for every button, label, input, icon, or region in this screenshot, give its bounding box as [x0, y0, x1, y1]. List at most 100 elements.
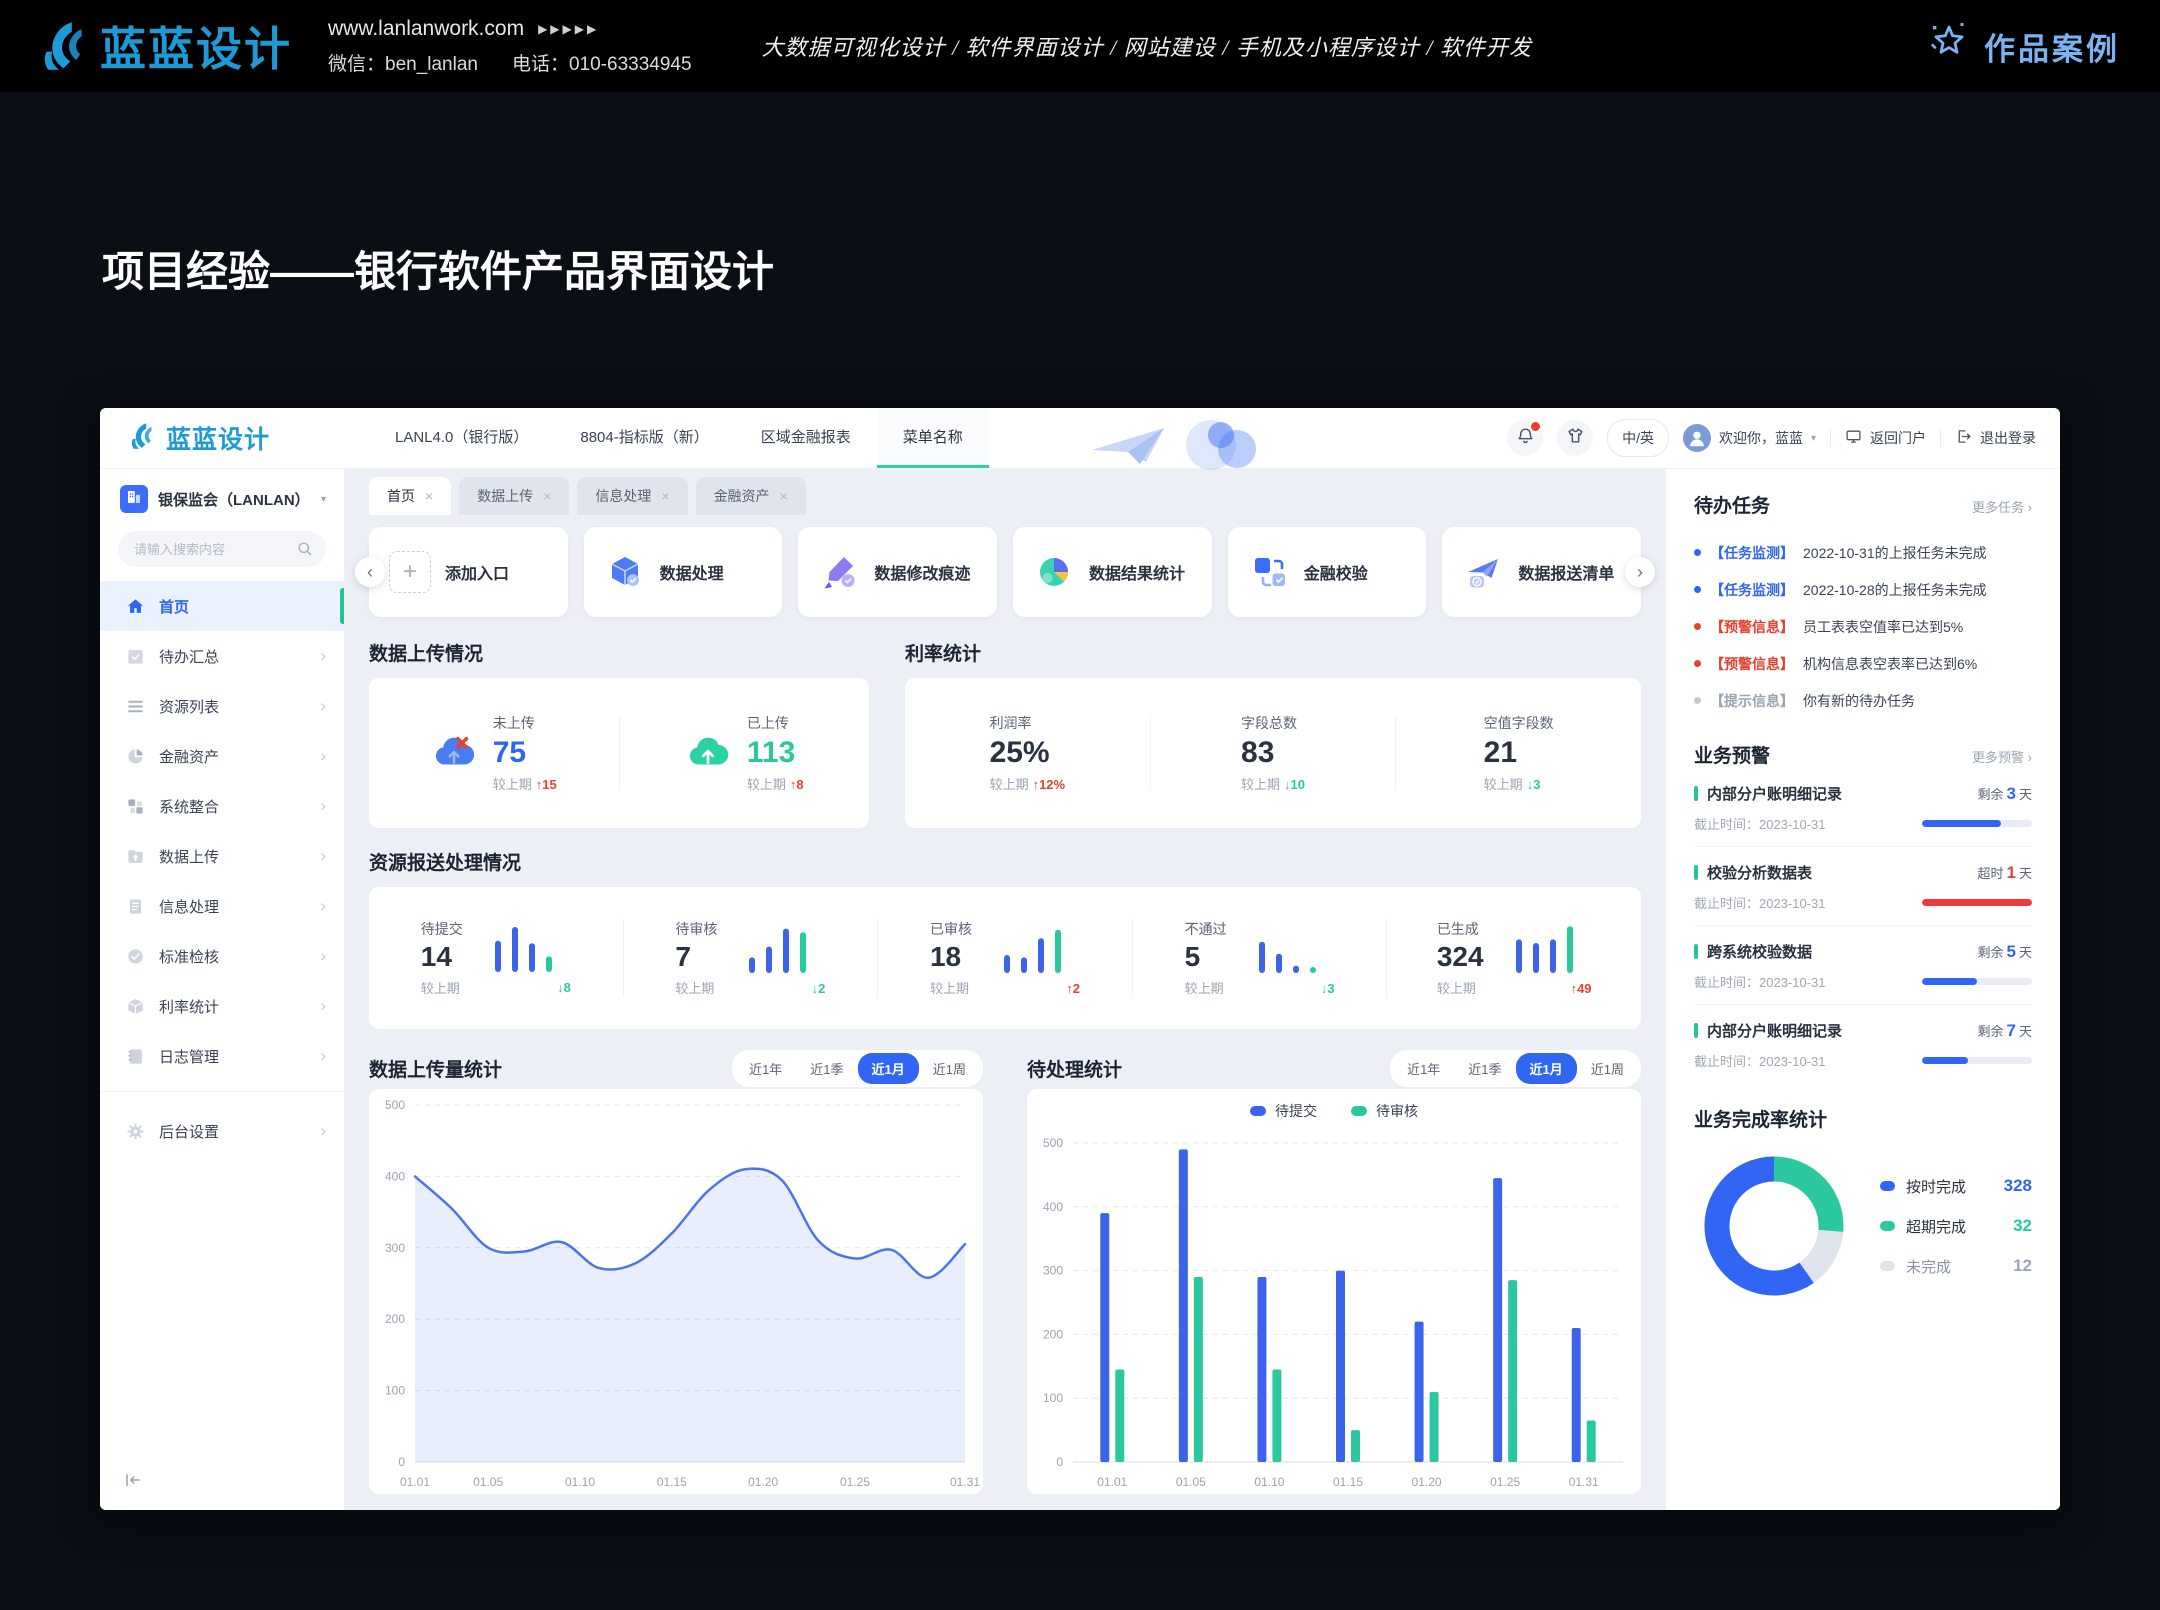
sidebar-item-8[interactable]: 利率统计 ›: [100, 981, 344, 1031]
upload-stat-0: 未上传 75 较上期 ↑15: [369, 713, 619, 793]
chevron-right-icon: ›: [320, 746, 326, 765]
svg-text:0: 0: [1056, 1455, 1063, 1469]
filter-pill-0[interactable]: 近1年: [1407, 1061, 1441, 1077]
todo-tag: 【预警信息】: [1710, 655, 1794, 672]
stat-label: 字段总数: [1241, 715, 1298, 731]
todo-item-1[interactable]: 【任务监测】 2022-10-28的上报任务未完成: [1694, 571, 2032, 608]
svg-text:500: 500: [385, 1098, 405, 1112]
filter-pill-2[interactable]: 近1月: [1515, 1052, 1577, 1084]
sidebar-item-5[interactable]: 数据上传 ›: [100, 831, 344, 881]
sidebar-item-label: 待办汇总: [159, 648, 220, 666]
todo-title: 待办任务: [1694, 496, 1771, 517]
svg-text:100: 100: [1043, 1391, 1063, 1405]
sidebar-search-input[interactable]: [118, 531, 326, 567]
svg-text:01.31: 01.31: [1569, 1475, 1599, 1489]
sidebar-item-0[interactable]: 首页: [100, 581, 344, 631]
topnav-item-3[interactable]: 菜单名称: [876, 408, 989, 468]
bar-chart-filters: 近1年 近1季 近1月 近1周: [1390, 1049, 1641, 1087]
sidebar-item-9[interactable]: 日志管理 ›: [100, 1031, 344, 1081]
svg-text:01.05: 01.05: [1176, 1475, 1206, 1489]
tab-0[interactable]: 首页 ×: [369, 477, 452, 515]
todo-item-3[interactable]: 【预警信息】 机构信息表空表率已达到6%: [1694, 645, 2032, 682]
todo-item-0[interactable]: 【任务监测】 2022-10-31的上报任务未完成: [1694, 534, 2032, 571]
more-tasks-link[interactable]: 更多任务 ›: [1972, 500, 2032, 515]
sidebar-item-3[interactable]: 金融资产 ›: [100, 731, 344, 781]
tab-2[interactable]: 信息处理 ×: [577, 477, 688, 515]
plus-icon: +: [389, 551, 431, 593]
filter-pill-1[interactable]: 近1季: [1468, 1061, 1502, 1077]
warning-days: 1: [2006, 862, 2016, 882]
line-chart-title: 数据上传量统计: [369, 1059, 503, 1081]
shirt-icon: [1566, 426, 1585, 450]
warning-item-0: 内部分户账明细记录 剩余 3 天截止时间：2023-10-31: [1694, 768, 2032, 847]
sidebar-item-4[interactable]: 系统整合 ›: [100, 781, 344, 831]
more-warnings-link[interactable]: 更多预警 ›: [1972, 750, 2032, 765]
piechart-icon: [1033, 551, 1075, 593]
return-portal-button[interactable]: 返回门户: [1845, 428, 1926, 448]
completion-legend-item-0: 按时完成 328: [1880, 1176, 2032, 1197]
todo-icon: [126, 647, 145, 666]
todo-tag: 【任务监测】: [1710, 581, 1794, 598]
tab-close-icon[interactable]: ×: [661, 488, 670, 504]
topnav-item-2[interactable]: 区域金融报表: [760, 429, 851, 446]
trend-label: 较上期: [420, 980, 460, 996]
chevron-right-icon: ›: [320, 846, 326, 865]
rate-stat-2: 空值字段数 21 较上期 ↓3: [1395, 715, 1641, 792]
sidebar-item-2[interactable]: 资源列表 ›: [100, 681, 344, 731]
quick-action-label: 添加入口: [445, 566, 510, 583]
quick-action-2[interactable]: 数据修改痕迹: [798, 527, 998, 617]
tab-label: 数据上传: [477, 488, 534, 504]
paper-plane-illustration: [1090, 424, 1168, 464]
warnings-title: 业务预警: [1694, 746, 1771, 767]
sidebar-item-7[interactable]: 标准检核 ›: [100, 931, 344, 981]
site-contact-block: www.lanlanwork.com ▶▶▶▶▶ 微信：ben_lanlan 电…: [328, 17, 692, 76]
legend-value: 32: [2013, 1216, 2032, 1235]
cloud-up-icon: [685, 730, 731, 776]
warning-days: 7: [2006, 1020, 2016, 1040]
scroll-left-button[interactable]: ‹: [355, 557, 385, 587]
sidebar-collapse-button[interactable]: [100, 1471, 344, 1510]
topnav-item-0[interactable]: LANL4.0（银行版）: [395, 429, 529, 446]
filter-pill-0[interactable]: 近1年: [749, 1061, 783, 1077]
svg-text:01.15: 01.15: [657, 1475, 687, 1489]
quick-action-4[interactable]: 金融校验: [1227, 527, 1427, 617]
tab-close-icon[interactable]: ×: [779, 488, 788, 504]
filter-pill-1[interactable]: 近1季: [810, 1061, 844, 1077]
tab-bar: 首页 × 数据上传 × 信息处理 × 金融资产 ×: [369, 469, 1641, 515]
sidebar-item-bottom-0[interactable]: 后台设置 ›: [100, 1106, 344, 1156]
filter-pill-2[interactable]: 近1月: [857, 1052, 919, 1084]
legend-chip: [1250, 1106, 1266, 1116]
notifications-button[interactable]: [1507, 420, 1544, 456]
app-topnav: 蓝蓝设计 LANL4.0（银行版） 8804-指标版（新） 区域金融报表 菜单名称 中…: [100, 408, 2060, 470]
stat-value: 5: [1184, 941, 1201, 973]
bar-chart-legend: 待提交 待审核: [1027, 1089, 1641, 1133]
portfolio-link[interactable]: 作品案例: [1926, 19, 2120, 73]
filter-pill-3[interactable]: 近1周: [1590, 1061, 1624, 1077]
legend-label: 超期完成: [1906, 1218, 1967, 1236]
trend-value: ↓3: [1526, 777, 1541, 792]
sidebar-item-6[interactable]: 信息处理 ›: [100, 881, 344, 931]
todo-item-4[interactable]: 【提示信息】 你有新的待办任务: [1694, 682, 2032, 719]
squares-icon: [1248, 551, 1290, 593]
theme-button[interactable]: [1557, 420, 1594, 456]
scroll-right-button[interactable]: ›: [1625, 557, 1655, 587]
tab-3[interactable]: 金融资产 ×: [695, 477, 806, 515]
user-menu[interactable]: 欢迎你，蓝蓝 ▾: [1682, 424, 1816, 452]
logout-button[interactable]: 退出登录: [1955, 428, 2036, 448]
tab-1[interactable]: 数据上传 ×: [459, 477, 570, 515]
language-toggle[interactable]: 中/英: [1607, 419, 1669, 457]
todo-item-2[interactable]: 【预警信息】 员工表表空值率已达到5%: [1694, 608, 2032, 645]
quick-action-1[interactable]: 数据处理: [583, 527, 783, 617]
filter-pill-3[interactable]: 近1周: [932, 1061, 966, 1077]
org-selector[interactable]: 银保监会（LANLAN） ▾: [100, 469, 344, 525]
quick-action-5[interactable]: 数据报送清单: [1442, 527, 1642, 617]
topnav-item-1[interactable]: 8804-指标版（新）: [580, 429, 709, 446]
sidebar-item-1[interactable]: 待办汇总 ›: [100, 631, 344, 681]
tab-close-icon[interactable]: ×: [425, 488, 434, 504]
chevron-right-icon: ›: [320, 796, 326, 815]
quick-action-3[interactable]: 数据结果统计: [1013, 527, 1212, 617]
quick-action-0[interactable]: + 添加入口: [369, 527, 568, 617]
line-chart-card: 0 100 200 300 400 500 01.01 01.05 01.10 01.15 01.2…: [369, 1089, 983, 1494]
tab-close-icon[interactable]: ×: [543, 488, 552, 504]
